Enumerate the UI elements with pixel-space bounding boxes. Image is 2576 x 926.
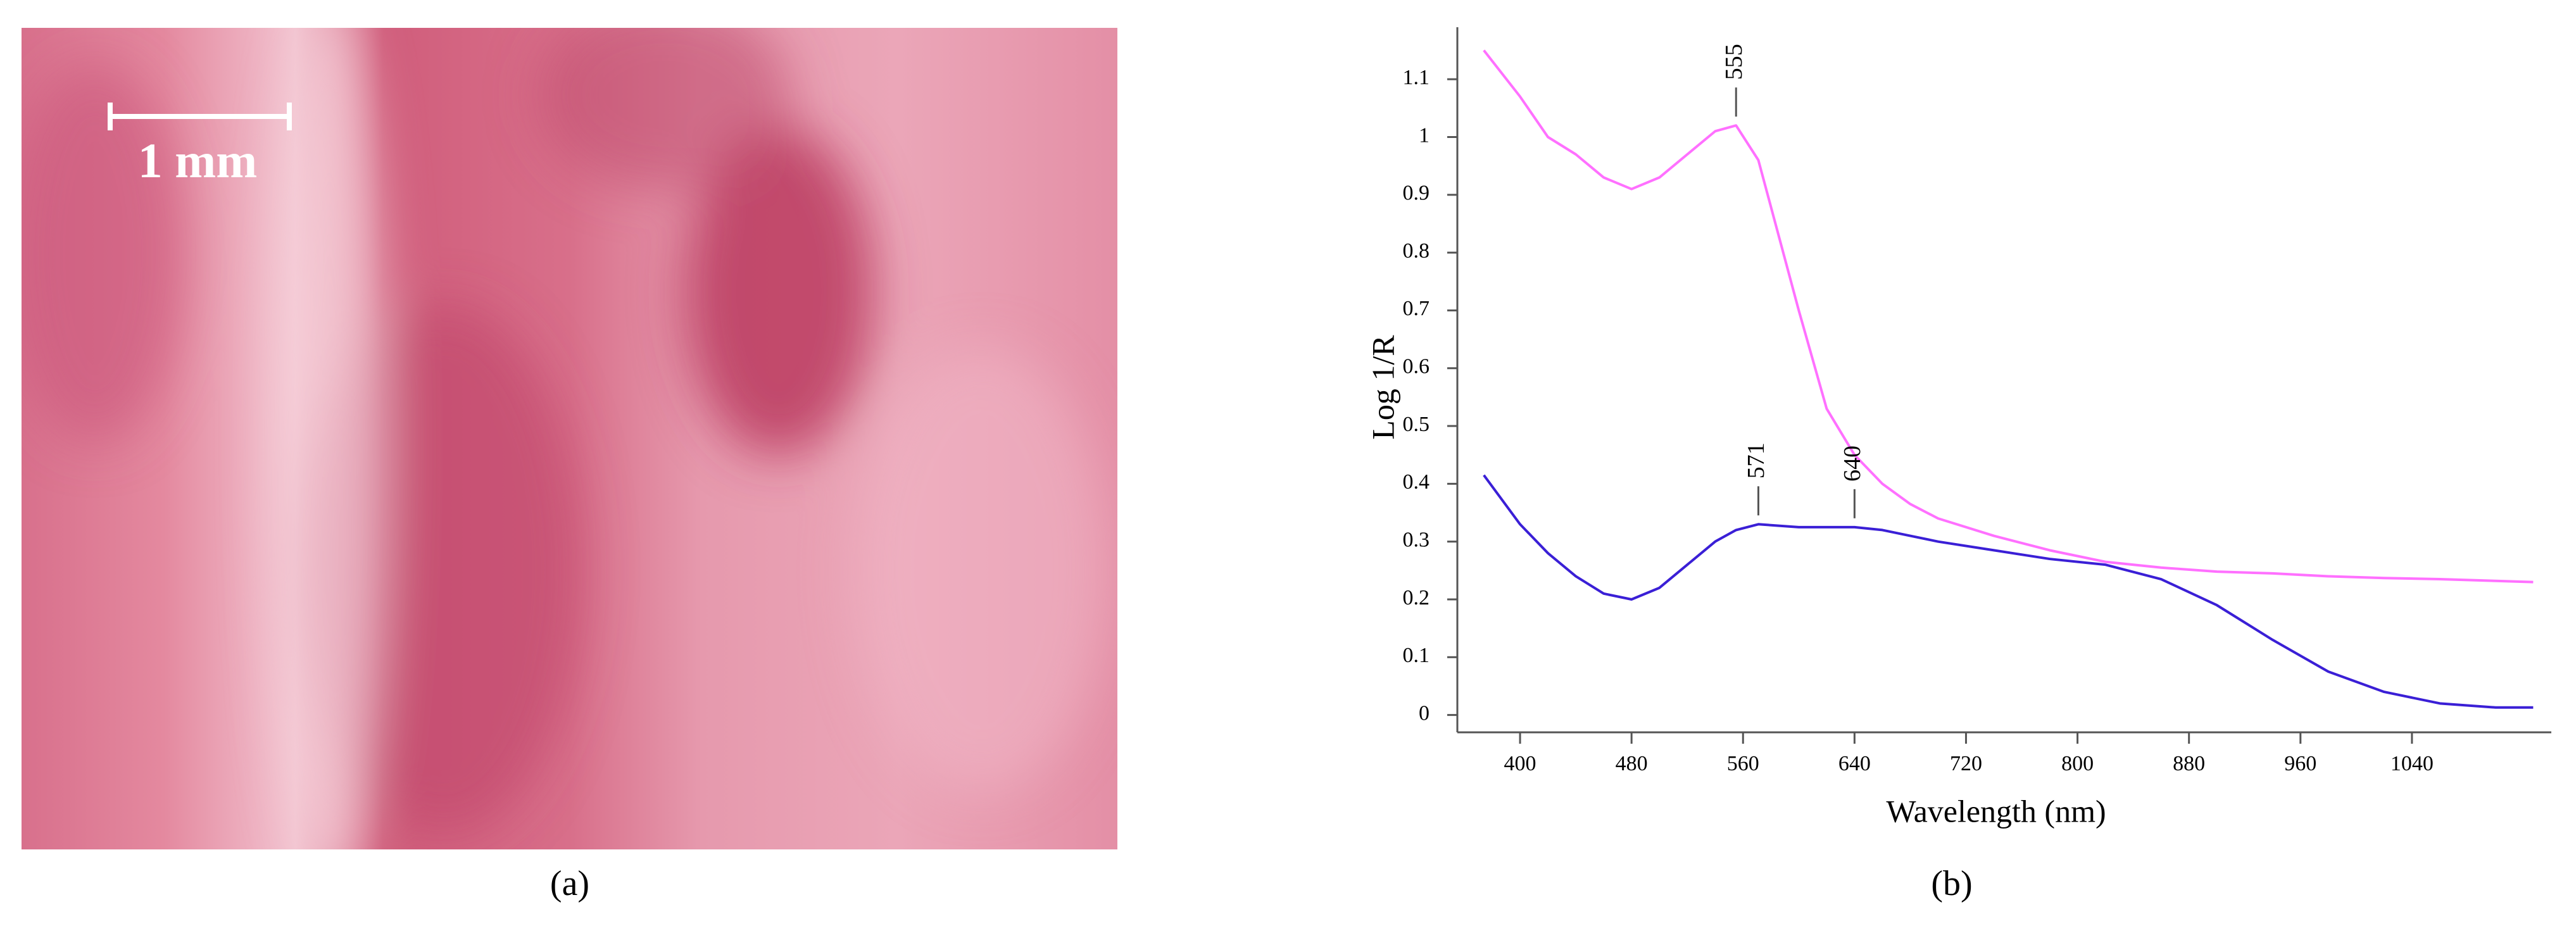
photo: 1 mm [22, 28, 1117, 849]
annotation-label: 571 [1743, 442, 1769, 479]
y-tick-label: 0.9 [1403, 182, 1430, 205]
y-tick-label: 0.2 [1403, 586, 1430, 610]
panel-caption: (a) [550, 864, 589, 903]
series-line [1483, 49, 2534, 584]
annotation-label: 555 [1721, 44, 1747, 80]
y-tick-label: 0.5 [1403, 413, 1430, 436]
y-tick-label: 0.6 [1403, 355, 1430, 379]
y-tick-label: 0.8 [1403, 239, 1430, 263]
y-tick-label: 1.1 [1403, 66, 1430, 89]
y-tick-label: 0.7 [1403, 297, 1430, 320]
x-axis-title: Wavelength (nm) [1886, 793, 2106, 829]
x-tick-label: 800 [2061, 752, 2094, 775]
y-tick-label: 0 [1419, 701, 1429, 725]
x-tick-label: 480 [1616, 752, 1648, 775]
x-tick-label: 960 [2284, 752, 2316, 775]
panel-caption: (b) [1931, 864, 1972, 903]
y-axis-title: Log 1/R [1365, 335, 1400, 440]
x-tick-label: 560 [1727, 752, 1759, 775]
y-tick-label: 0.3 [1403, 528, 1430, 551]
y-tick-label: 0.4 [1403, 470, 1430, 494]
scale-bar-label: 1 mm [138, 133, 257, 188]
x-tick-label: 880 [2173, 752, 2205, 775]
y-tick-label: 0.1 [1403, 644, 1430, 667]
x-tick-label: 720 [1950, 752, 1982, 775]
x-tick-label: 640 [1838, 752, 1871, 775]
annotation-label: 640 [1839, 446, 1866, 482]
x-tick-label: 400 [1504, 752, 1536, 775]
x-tick-label: 1040 [2391, 752, 2434, 775]
y-tick-label: 1 [1419, 123, 1429, 147]
series-line [1483, 474, 2534, 709]
